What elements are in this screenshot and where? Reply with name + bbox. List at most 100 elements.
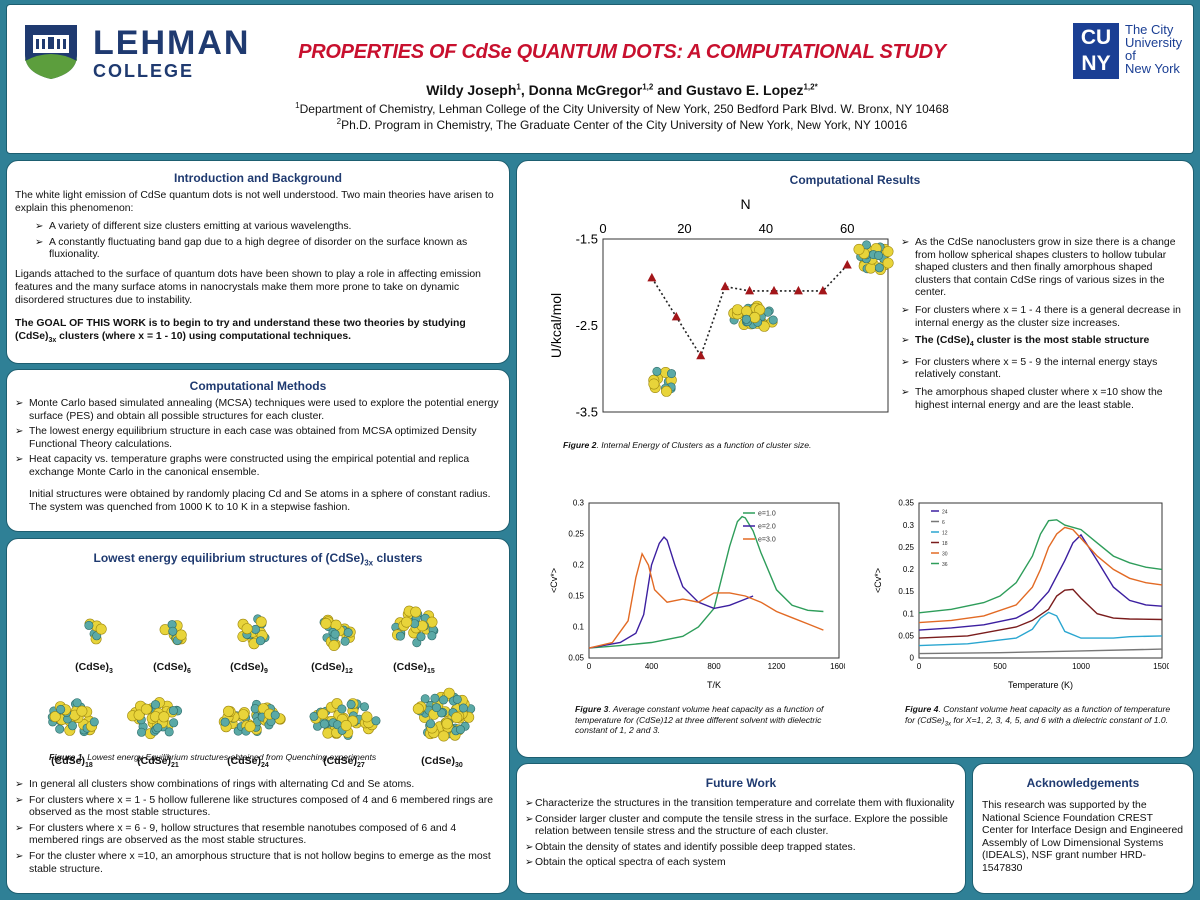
cd-atom bbox=[72, 698, 82, 708]
se-atom bbox=[241, 623, 253, 635]
fig3-caption-text: . Average constant volume heat capacity … bbox=[575, 704, 824, 735]
figure4-caption: Figure 4. Constant volume heat capacity … bbox=[905, 704, 1175, 730]
future-bullet: Consider larger cluster and compute the … bbox=[525, 814, 957, 839]
affiliation-2: 2Ph.D. Program in Chemistry, The Graduat… bbox=[207, 117, 1037, 132]
se-atom bbox=[95, 623, 107, 635]
y-tick-label: -1.5 bbox=[576, 231, 598, 246]
aff2-text: Ph.D. Program in Chemistry, The Graduate… bbox=[341, 118, 908, 132]
cluster-label: (CdSe)15 bbox=[393, 661, 435, 676]
cd-atom bbox=[164, 727, 174, 737]
cluster-image bbox=[237, 614, 270, 650]
se-atom bbox=[853, 243, 865, 255]
y-tick-label: -3.5 bbox=[576, 404, 598, 419]
results-bullet: For clusters where x = 5 - 9 the interna… bbox=[901, 357, 1189, 382]
future-bullet: Obtain the density of states and identif… bbox=[525, 842, 957, 855]
goal-text-b: clusters (where x = 1 - 10) using comput… bbox=[56, 330, 352, 342]
cuny-line-3: of bbox=[1125, 48, 1136, 63]
legend-label: e=3.0 bbox=[758, 537, 776, 544]
cluster-label: (CdSe)12 bbox=[311, 661, 353, 676]
cluster-label: (CdSe)24 bbox=[227, 755, 269, 770]
x-tick-label: 1200 bbox=[768, 662, 786, 671]
se-atom bbox=[865, 262, 877, 274]
cd-atom bbox=[330, 629, 340, 639]
cd-atom bbox=[430, 693, 440, 703]
series-line bbox=[588, 515, 824, 649]
fig2-caption-bold: Figure 2 bbox=[563, 440, 597, 450]
x-tick-label: 500 bbox=[993, 662, 1007, 671]
x-tick-label: 400 bbox=[645, 662, 659, 671]
affiliation-1: 1Department of Chemistry, Lehman College… bbox=[207, 101, 1037, 116]
se-atom bbox=[412, 703, 424, 715]
figure2-caption: Figure 2. Internal Energy of Clusters as… bbox=[563, 440, 811, 450]
fig2-caption-text: . Internal Energy of Clusters as a funct… bbox=[596, 440, 812, 450]
cd-atom bbox=[359, 702, 369, 712]
cd-atom bbox=[346, 699, 356, 709]
author-1: Wildy Joseph bbox=[426, 82, 517, 98]
cd-atom bbox=[395, 631, 405, 641]
cluster-images bbox=[47, 605, 476, 742]
se-atom bbox=[443, 687, 455, 699]
cd-atom bbox=[153, 723, 163, 733]
legend-label: 6 bbox=[942, 520, 945, 526]
series-line bbox=[588, 536, 754, 649]
structures-heading-a: Lowest energy equilibrium structures of … bbox=[93, 551, 365, 565]
se-atom bbox=[754, 304, 766, 316]
cluster-image bbox=[84, 618, 107, 645]
cd-atom bbox=[458, 703, 468, 713]
goal-text-a: The GOAL OF THIS WORK is to begin to try… bbox=[15, 317, 466, 342]
author-1-sup: 1 bbox=[516, 82, 521, 92]
methods-panel: Computational Methods Monte Carlo based … bbox=[6, 369, 510, 532]
y-tick-label: 0.2 bbox=[573, 561, 585, 570]
se-atom bbox=[648, 378, 660, 390]
ack-text: This research was supported by the Natio… bbox=[982, 800, 1184, 874]
cd-atom bbox=[168, 626, 178, 636]
cuny-line-2: University bbox=[1125, 35, 1183, 50]
legend-label: e=1.0 bbox=[758, 511, 776, 518]
header-panel: LEHMAN COLLEGE PROPERTIES OF CdSe QUANTU… bbox=[6, 4, 1194, 154]
y-tick-label: 0.15 bbox=[568, 592, 584, 601]
y-tick-label: 0.3 bbox=[573, 499, 585, 508]
intro-bullet: A constantly fluctuating band gap due to… bbox=[35, 237, 501, 262]
data-point bbox=[842, 259, 852, 269]
cluster-label: (CdSe)3 bbox=[75, 661, 113, 676]
cluster-image bbox=[319, 614, 356, 652]
x-tick-label: 60 bbox=[840, 221, 854, 236]
legend-label: e=2.0 bbox=[758, 524, 776, 531]
ack-heading: Acknowledgements bbox=[1026, 776, 1140, 790]
structures-bullet: For the cluster where x =10, an amorphou… bbox=[15, 851, 505, 876]
cluster-label: (CdSe)27 bbox=[323, 755, 365, 770]
structures-bullet: For clusters where x = 6 - 9, hollow str… bbox=[15, 823, 505, 848]
cluster-image bbox=[853, 240, 894, 276]
legend-label: 36 bbox=[942, 562, 948, 568]
data-point bbox=[720, 281, 730, 291]
cd-atom bbox=[873, 250, 883, 260]
figure1-caption: Figure 1. Lowest energy Equilibrium stru… bbox=[49, 752, 376, 762]
fig4-caption-sub: 3x bbox=[944, 721, 951, 728]
future-bullets: Characterize the structures in the trans… bbox=[517, 790, 965, 870]
se-atom bbox=[451, 712, 463, 724]
x-axis-label: N bbox=[740, 196, 750, 212]
cd-atom bbox=[151, 700, 161, 710]
fig1-caption-bold: Figure 1 bbox=[49, 752, 83, 762]
legend-label: 18 bbox=[942, 541, 948, 547]
se-atom bbox=[340, 720, 352, 732]
y-axis-label: <Cv*> bbox=[873, 568, 883, 593]
future-bullet: Characterize the structures in the trans… bbox=[525, 798, 957, 811]
cuny-line-4: New York bbox=[1125, 61, 1180, 76]
cd-atom bbox=[667, 369, 677, 379]
x-tick-label: 0 bbox=[599, 221, 606, 236]
author-sep-1: , bbox=[520, 82, 529, 98]
se-atom bbox=[882, 257, 894, 269]
se-atom bbox=[410, 606, 422, 618]
se-atom bbox=[244, 721, 256, 733]
y-tick-label: 0 bbox=[910, 654, 915, 663]
cd-atom bbox=[137, 727, 147, 737]
data-point bbox=[745, 285, 755, 295]
data-point bbox=[818, 285, 828, 295]
future-heading: Future Work bbox=[705, 776, 777, 790]
cluster-label: (CdSe)21 bbox=[137, 755, 179, 770]
y-tick-label: 0.2 bbox=[903, 565, 915, 574]
cd-atom bbox=[741, 314, 751, 324]
cluster-grid: (CdSe)3 (CdSe)6 (CdSe)9 (CdSe)12 (CdSe)1… bbox=[7, 575, 509, 785]
